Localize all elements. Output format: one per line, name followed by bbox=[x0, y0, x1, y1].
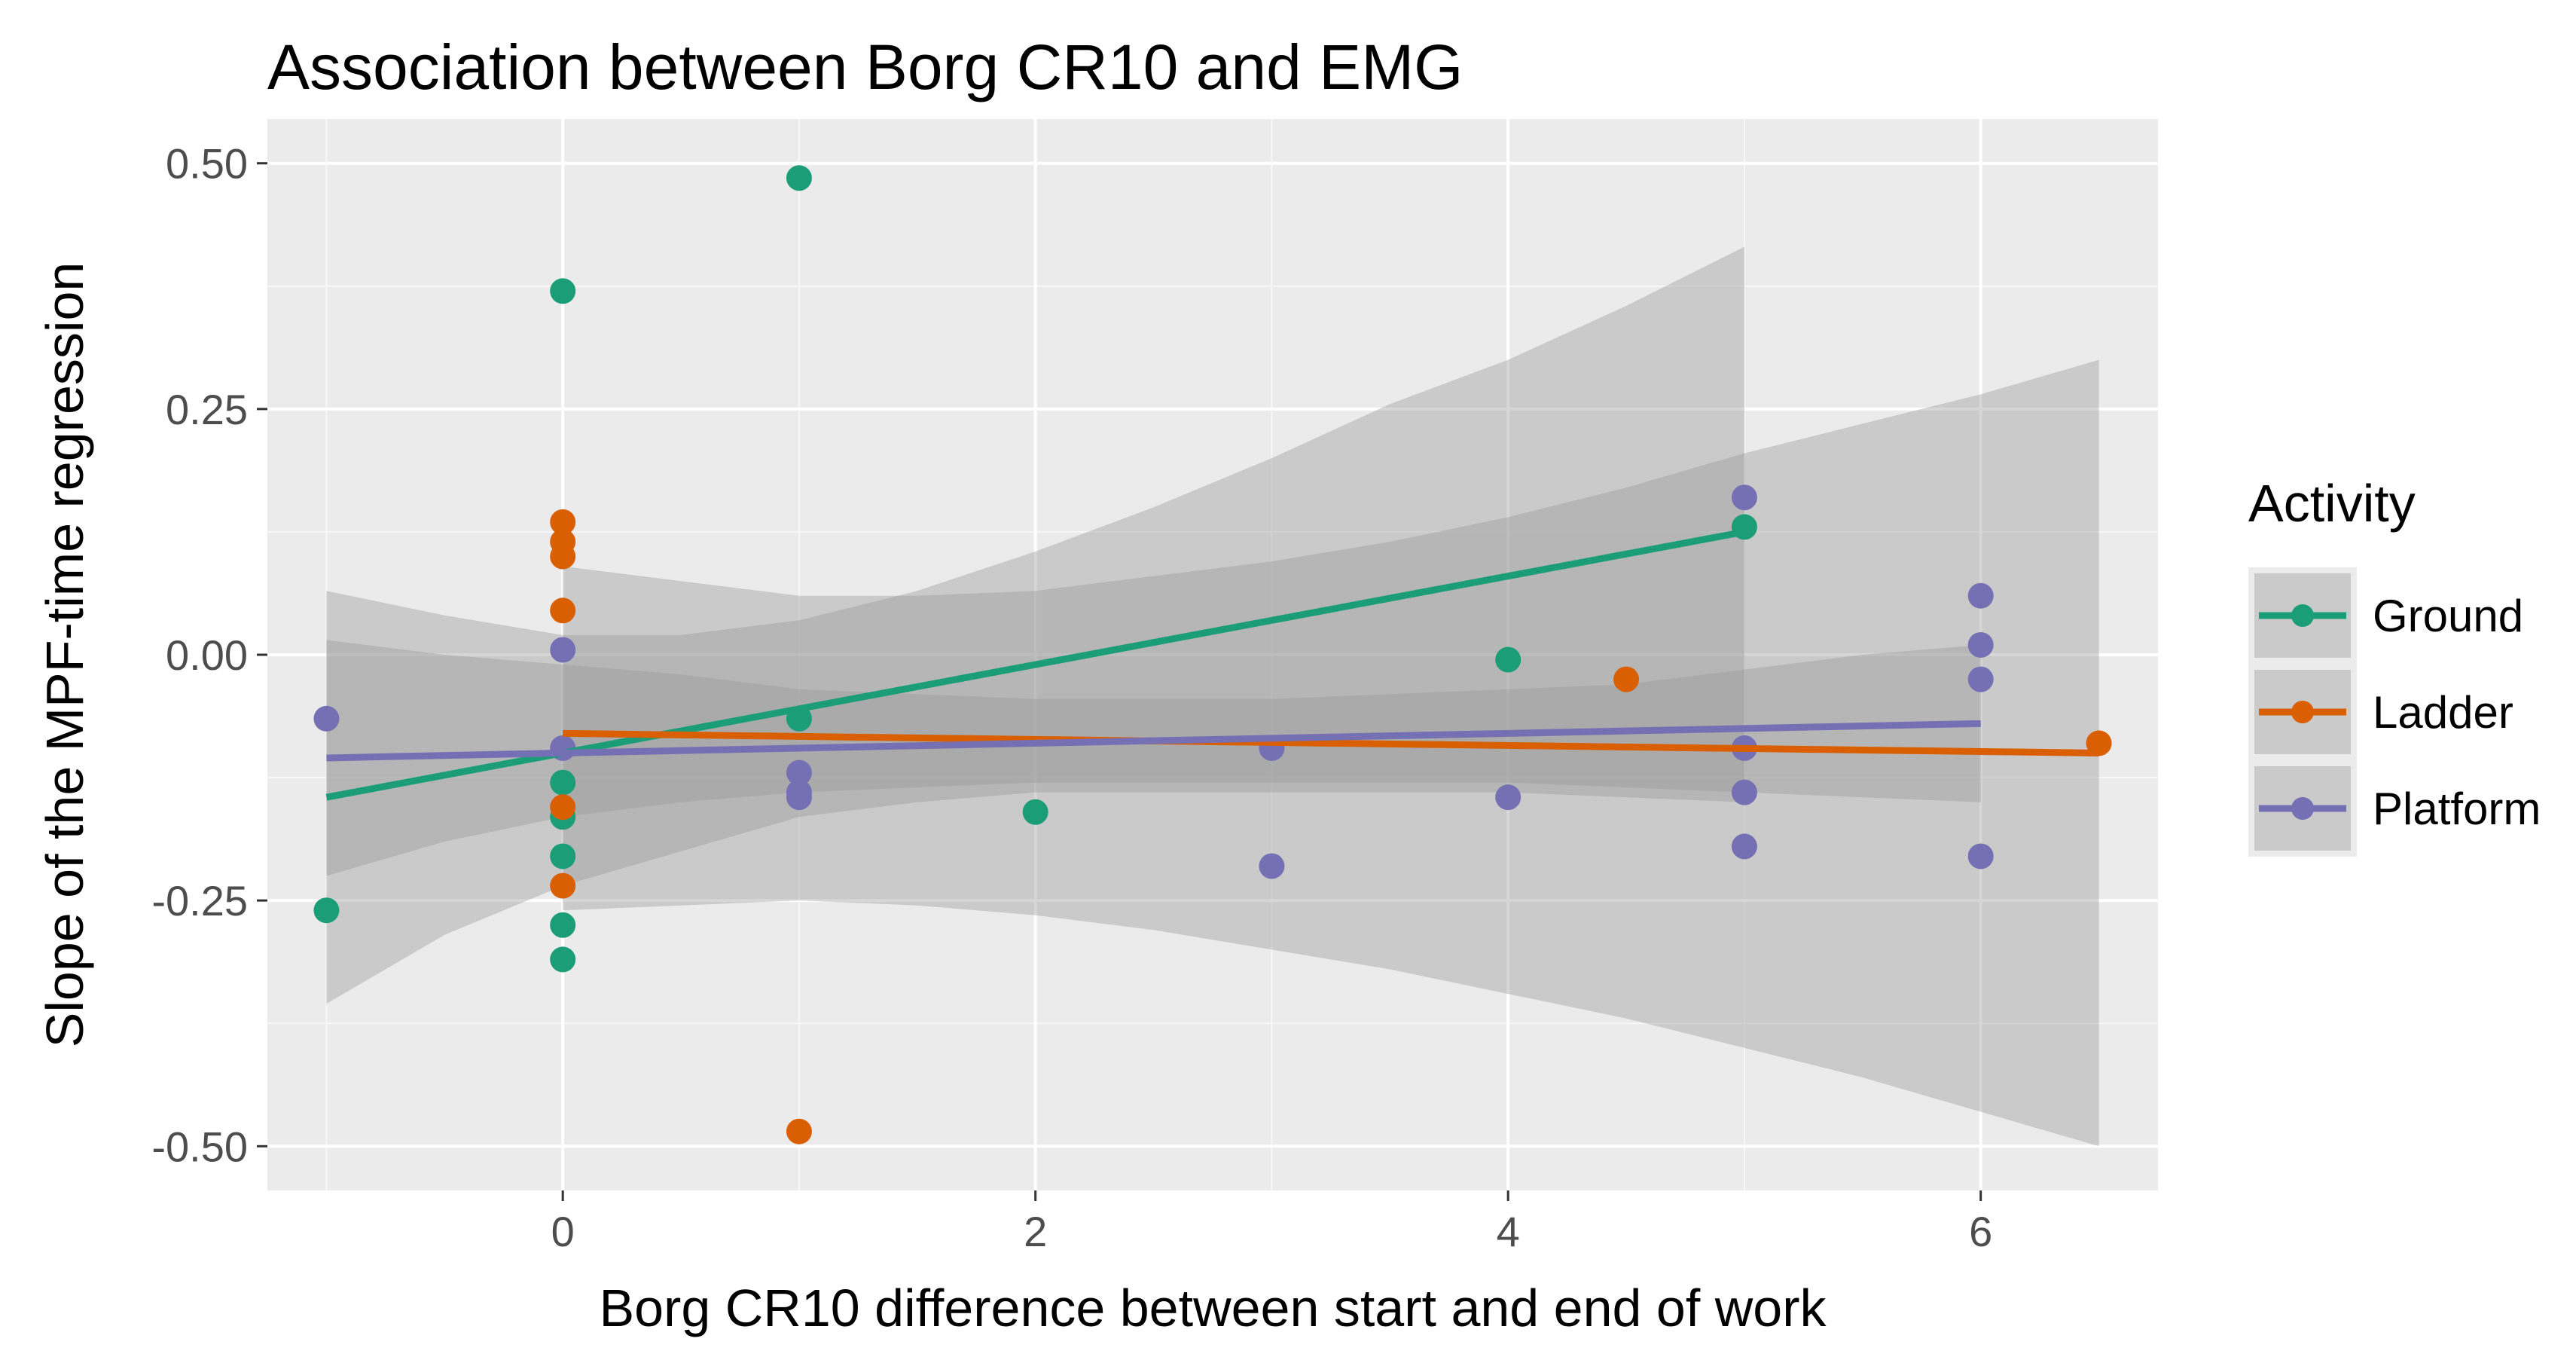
band-ground bbox=[326, 246, 1744, 1004]
point-ground bbox=[550, 843, 576, 869]
legend-label-platform: Platform bbox=[2373, 784, 2541, 834]
point-ladder bbox=[550, 794, 576, 821]
x-axis-title: Borg CR10 difference between start and e… bbox=[599, 1279, 1827, 1337]
point-ground bbox=[550, 946, 576, 973]
point-ground bbox=[313, 897, 340, 924]
point-platform bbox=[1731, 484, 1757, 511]
point-platform bbox=[1259, 853, 1285, 879]
point-ladder bbox=[550, 873, 576, 899]
legend: Activity Ground Ladder Platform bbox=[2248, 474, 2541, 857]
point-platform bbox=[786, 784, 812, 811]
point-platform bbox=[1967, 582, 1994, 609]
point-platform bbox=[1495, 784, 1521, 811]
point-ladder bbox=[550, 509, 576, 535]
point-ladder bbox=[1613, 666, 1640, 692]
point-ladder bbox=[550, 597, 576, 624]
legend-label-ladder: Ladder bbox=[2373, 687, 2513, 738]
y-tick-label: 0.00 bbox=[166, 631, 248, 679]
point-ladder bbox=[786, 1118, 812, 1144]
point-ladder bbox=[550, 543, 576, 570]
chart-title: Association between Borg CR10 and EMG bbox=[267, 32, 1463, 102]
point-platform bbox=[550, 637, 576, 663]
band-platform bbox=[326, 640, 1981, 876]
point-platform bbox=[786, 759, 812, 786]
x-tick-label: 4 bbox=[1497, 1208, 1520, 1255]
legend-label-ground: Ground bbox=[2373, 591, 2523, 641]
x-tick-label: 2 bbox=[1024, 1208, 1047, 1255]
fit-line-platform bbox=[326, 720, 1981, 762]
y-axis-title: Slope of the MPF-time regression bbox=[35, 262, 94, 1048]
legend-key-point-platform bbox=[2291, 797, 2314, 820]
point-ground bbox=[786, 165, 812, 191]
x-axis-ticks: 0 2 4 6 bbox=[551, 1190, 1992, 1255]
point-platform bbox=[1967, 843, 1994, 869]
legend-key-point-ladder bbox=[2291, 701, 2314, 723]
point-ground bbox=[550, 769, 576, 796]
point-ground bbox=[550, 912, 576, 938]
point-platform bbox=[1967, 666, 1994, 692]
fit-line-ladder bbox=[563, 729, 2099, 756]
point-platform bbox=[313, 705, 340, 732]
y-tick-label: -0.50 bbox=[151, 1123, 248, 1170]
point-platform bbox=[1731, 833, 1757, 860]
legend-title: Activity bbox=[2248, 474, 2416, 533]
band-ladder bbox=[563, 359, 2099, 1147]
point-ground bbox=[550, 278, 576, 304]
y-tick-label: 0.50 bbox=[166, 140, 248, 188]
data-points bbox=[313, 165, 2112, 1144]
y-axis-ticks: 0.50 0.25 0.00 -0.25 -0.50 bbox=[151, 140, 267, 1170]
legend-key-point-ground bbox=[2291, 604, 2314, 627]
fit-lines bbox=[325, 528, 2099, 801]
x-tick-label: 0 bbox=[551, 1208, 575, 1255]
point-ground bbox=[1022, 799, 1048, 825]
y-tick-label: 0.25 bbox=[166, 386, 248, 433]
point-platform bbox=[1967, 631, 1994, 658]
y-tick-label: -0.25 bbox=[151, 877, 248, 924]
confidence-bands bbox=[326, 246, 2099, 1147]
point-platform bbox=[1731, 779, 1757, 805]
point-ground bbox=[1495, 646, 1521, 673]
x-tick-label: 6 bbox=[1969, 1208, 1992, 1255]
